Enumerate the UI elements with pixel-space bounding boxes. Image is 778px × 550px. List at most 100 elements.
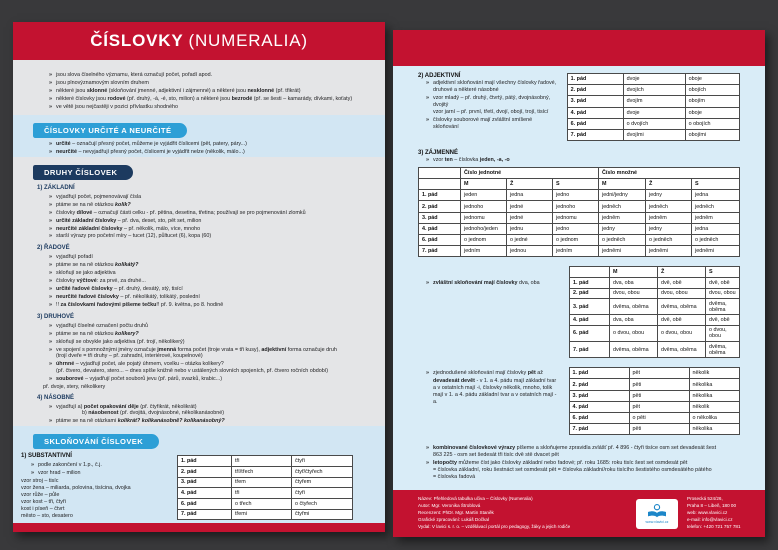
subsection-zakladni: 1) ZÁKLADNÍ vyjadřují počet, pojmenováva… — [13, 185, 385, 241]
zajmenne-title: 3) ZÁJMENNÉ — [418, 150, 459, 157]
table-row: 2. pád pěti několika — [568, 378, 741, 391]
table-row: 4. pád jednoho/jeden jednu jedno jedny jedny j… — [418, 222, 740, 236]
table-row: 1. pád jeden jedna jedno jedni/jedny jedny jed… — [418, 189, 740, 202]
zakladni-bullet: určité základní číslovky – př. dva, dese… — [49, 218, 377, 225]
adjektivni-bullet: číslovky souborové mají zvláštní smíšené… — [426, 117, 557, 131]
left-page: ČÍSLOVKY (NUMERALIA) jsou slova číselnéh… — [13, 22, 385, 532]
druhove-bullet-list: vyjadřují číselné označení počtu druhůpt… — [13, 323, 385, 383]
table-row: 6. pád o dvou, obou o dvou, obou o dvou, ob… — [568, 324, 741, 343]
zajmenne-bullet: vzor ten – číslovka jeden, -a, -o — [426, 157, 740, 164]
table-group-header-row: Číslo jednotné Číslo množné — [418, 166, 740, 180]
zakladni-bullet: číslovky dílové – označují části celku -… — [49, 210, 377, 217]
vlavici-logo: www.vlavici.cz — [636, 498, 678, 529]
table-row: 6. pád o jednom o jedné o jednom o jedněch o … — [418, 233, 740, 247]
right-page-content: 2) ADJEKTIVNÍ adjektivní skloňování mají… — [393, 66, 765, 490]
pet-nekolik-block: zjednodušené skloňování mají číslovky pě… — [418, 367, 741, 436]
druhove-bullet: ptáme se na ně otázkou kolikery? — [49, 331, 377, 338]
footer-publisher-info: Název: Přehledová tabulka učiva – Číslov… — [418, 496, 571, 529]
table-row: 1. pád dva, oba dvě, obě dvě, obě — [568, 276, 741, 289]
druhove-bullet: úhrnné – vyjadřují počet, ale pojatý úhr… — [49, 361, 377, 374]
radove-bullet: !! za číslovkami řadovými píšeme tečku!!… — [49, 302, 377, 309]
tri-ctyri-declension-table: 1. pád tři čtyři 2. pád tří/třech čtyř/čtyřec… — [177, 455, 353, 521]
table-row: 7. pád třemi čtyřmi — [177, 508, 353, 521]
table-row: 7. pád dvojími obojími — [566, 128, 741, 142]
table-row: 4. pád dvoje oboje — [566, 106, 741, 119]
adjektivni-block: 2) ADJEKTIVNÍ adjektivní skloňování mají… — [418, 72, 741, 142]
dva-bullet-list: zvláštní skloňování mají číslovky dva, o… — [418, 280, 547, 287]
substantivni-vzory-lines: vzor stroj – tisíc vzor žena – miliarda, … — [21, 478, 131, 520]
radove-bullet: neurčité řadové číslovky – př. několikát… — [49, 294, 377, 301]
subsection-title: 1) SUBSTANTIVNÍ — [21, 453, 72, 460]
bottom-red-strip — [13, 523, 385, 532]
table-row: 2. pád tří/třech čtyř/čtyřech — [177, 465, 353, 478]
substantivni-bullet: vzor hrad – milion — [31, 470, 167, 477]
intro-bullet-list: jsou slova číselného významu, která ozna… — [13, 72, 385, 111]
table-gender-header-row: M Ž S M Ž S — [418, 178, 740, 191]
zajmenne-block: 3) ZÁJMENNÉ vzor ten – číslovka jeden, -… — [418, 150, 740, 258]
subsection-radove: 2) ŘADOVÉ vyjadřují pořadíptáme se na ně… — [13, 245, 385, 309]
extra-note-bullet: letopočty můžeme číst jako číslovky zákl… — [426, 460, 740, 480]
page-title: ČÍSLOVKY — [90, 30, 184, 50]
subsection-nasobne: 4) NÁSOBNÉ vyjadřují a) počet opakování … — [13, 395, 385, 425]
subsection-druhove: 3) DRUHOVÉ vyjadřují číselné označení po… — [13, 314, 385, 390]
zakladni-bullet-list: vyjadřují počet, pojmenovávají číslaptám… — [13, 194, 385, 241]
table-row: 4. pád dva, oba dvě, obě dvě, obě — [568, 314, 741, 326]
radove-bullet: vyjadřují pořadí — [49, 254, 377, 261]
subsection-title: 3) DRUHOVÉ — [37, 313, 75, 320]
pet-bullet-list: zjednodušené skloňování mají číslovky pě… — [418, 370, 559, 406]
subsection-title: 2) ŘADOVÉ — [37, 245, 70, 252]
table-row: 1. pád dvoje oboje — [566, 72, 741, 86]
group-header-singular: Číslo jednotné — [460, 166, 599, 180]
right-page: 2) ADJEKTIVNÍ adjektivní skloňování mají… — [393, 30, 765, 537]
adjektivni-bullet: vzor mladý – př. druhý, čtvrtý, pátý, dv… — [426, 95, 557, 115]
group-header-plural: Číslo množné — [598, 166, 740, 180]
adjektivni-title: 2) ADJEKTIVNÍ — [418, 73, 461, 79]
table-row: 3. pád třem čtyřem — [177, 476, 353, 489]
subsection-title: 1) ZÁKLADNÍ — [37, 184, 75, 191]
zakladni-bullet: ptáme se na ně otázkou kolik? — [49, 202, 377, 209]
table-row: 4. pád tři čtyři — [177, 487, 353, 499]
publisher-footer: Název: Přehledová tabulka učiva – Číslov… — [393, 490, 765, 537]
intro-bullet: některé jsou sklonné (skloňování jmenné,… — [49, 88, 377, 95]
radove-bullet: skloňují se jako adjektiva — [49, 270, 377, 277]
open-book-person-icon — [648, 504, 666, 518]
table-gender-header-row: M Ž S — [568, 266, 741, 278]
section-header-urcite: ČÍSLOVKY URČITÉ A NEURČITÉ — [33, 122, 188, 138]
logo-url-text: www.vlavici.cz — [645, 520, 669, 524]
table-row: 6. pád o třech o čtyřech — [177, 497, 353, 510]
intro-section: jsou slova číselného významu, která ozna… — [13, 59, 385, 115]
urcite-bullet: neurčité – nevyjadřují přesný počet, čís… — [49, 149, 377, 156]
dva-bullet: zvláštní skloňování mají číslovky dva, o… — [426, 280, 547, 287]
zakladni-bullet: starší výrazy pro početní míry – tucet (… — [49, 233, 377, 240]
table-row: 3. pád dvojím obojím — [566, 95, 741, 108]
urcite-bullet: určité – označují přesný počet, můžeme j… — [49, 141, 377, 148]
table-row: 2. pád dvou, obou dvou, obou dvou, obou — [568, 287, 741, 300]
page-title-suffix: (NUMERALIA) — [188, 30, 308, 50]
radove-bullet: ptáme se na ně otázkou kolikátý? — [49, 262, 377, 269]
dva-oba-declension-table: M Ž S 1. pád dva, oba dvě, obě dvě, obě 2. p… — [568, 266, 741, 359]
substantivni-column: 1) SUBSTANTIVNÍ podle zakončení v 1.p., … — [17, 453, 175, 520]
table-row: 2. pád dvojích obojích — [566, 84, 741, 97]
section-header-sklonovani: SKLOŇOVÁNÍ ČÍSLOVEK — [33, 434, 160, 450]
radove-bullet: určité řadové číslovky – př. druhý, desá… — [49, 286, 377, 293]
druhove-bullet: souborové – vyjadřují počet souborů jevu… — [49, 376, 377, 383]
intro-bullet: jsou plnovýznamovým slovním druhem — [49, 80, 377, 87]
urcite-bullet-list: určité – označují přesný počet, můžeme j… — [13, 141, 385, 156]
dva-oba-block: zvláštní skloňování mají číslovky dva, o… — [418, 266, 741, 359]
druhove-bullet: vyjadřují číselné označení počtu druhů — [49, 323, 377, 330]
extra-note-bullet: kombinované číslovkové výrazy píšeme a s… — [426, 445, 740, 459]
nasobne-bullet: vyjadřují a) počet opakování děje (př. č… — [49, 404, 377, 417]
table-row: 3. pád dvěma, oběma dvěma, oběma dvěma, obě… — [568, 298, 741, 316]
table-row: 3. pád jednomu jedné jednomu jedněm jedněm jed… — [418, 211, 740, 224]
table-row: 4. pád pět několik — [568, 400, 741, 414]
intro-bullet: některé číslovky jsou rodové (př. druhý,… — [49, 96, 377, 103]
radove-bullet-list: vyjadřují pořadíptáme se na ně otázkou k… — [13, 254, 385, 309]
table-row: 1. pád pět několik — [568, 367, 741, 380]
dvoje-oboje-declension-table: 1. pád dvoje oboje 2. pád dvojích obojích 3. p… — [566, 72, 741, 142]
zakladni-bullet: vyjadřují počet, pojmenovávají čísla — [49, 194, 377, 201]
extra-notes-block: kombinované číslovkové výrazy píšeme a s… — [418, 445, 740, 480]
subsection-title: 4) NÁSOBNÉ — [37, 394, 75, 401]
pet-bullet: zjednodušené skloňování mají číslovky pě… — [426, 370, 559, 406]
druhove-note: př. dvoje, stery, několikery — [43, 383, 106, 390]
